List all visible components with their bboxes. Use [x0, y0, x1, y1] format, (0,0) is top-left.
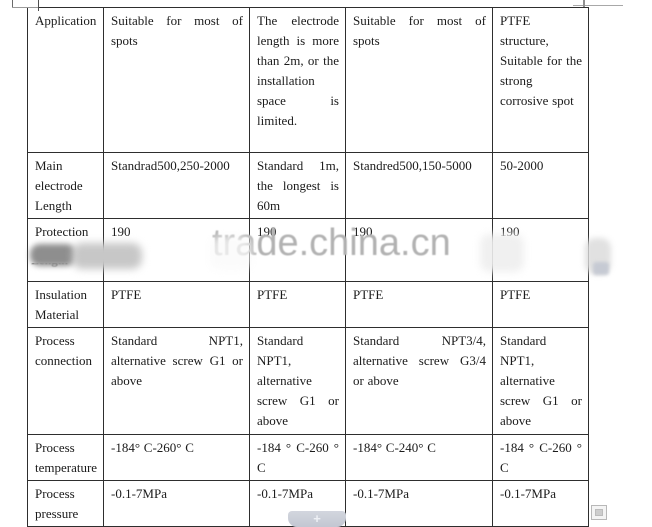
cell-pressure-3: -0.1-7MPa	[345, 480, 493, 527]
table-row-insulation-material: Insulation Material PTFE PTFE PTFE PTFE	[27, 281, 589, 328]
row-label-process-connection: Process connection	[27, 327, 104, 435]
cell-connection-4: Standard NPT1, alternative screw G1 or a…	[492, 327, 589, 435]
cell-pressure-4: -0.1-7MPa	[492, 480, 589, 527]
plus-icon: +	[313, 510, 321, 526]
cell-electrode-length-1: Standrad500,250-2000	[103, 152, 250, 219]
top-left-border-artifact	[38, 0, 39, 11]
cell-connection-2: Standard NPT1, alternative screw G1 or a…	[249, 327, 346, 435]
resize-grip-inner-icon	[595, 509, 603, 516]
cell-electrode-length-3: Standred500,150-5000	[345, 152, 493, 219]
cell-temperature-4: -184 ° C-260 ° C	[492, 434, 589, 481]
cell-application-1: Suitable for most of spots	[103, 7, 250, 153]
blur-patch-mid	[72, 243, 142, 269]
cell-protection-3: 190	[345, 218, 493, 282]
cell-insulation-2: PTFE	[249, 281, 346, 328]
cell-temperature-1: -184° C-260° C	[103, 434, 250, 481]
cell-temperature-2: -184 ° C-260 ° C	[249, 434, 346, 481]
row-label-application: Application	[27, 7, 104, 153]
table-row-process-temperature: Process temperature -184° C-260° C -184 …	[27, 434, 589, 481]
cell-temperature-3: -184° C-240° C	[345, 434, 493, 481]
top-right-border-artifact	[573, 5, 623, 6]
top-left-border-artifact	[12, 0, 13, 8]
cell-insulation-1: PTFE	[103, 281, 250, 328]
cell-connection-1: Standard NPT1, alternative screw G1 or a…	[103, 327, 250, 435]
blur-patch-dark	[30, 244, 76, 266]
row-label-process-temperature: Process temperature	[27, 434, 104, 481]
cell-electrode-length-2: Standard 1m, the longest is 60m	[249, 152, 346, 219]
cell-insulation-4: PTFE	[492, 281, 589, 328]
blur-patch-gray-tick	[593, 262, 609, 275]
resize-grip-icon[interactable]	[591, 505, 607, 520]
cell-insulation-3: PTFE	[345, 281, 493, 328]
blur-patch-light-2	[480, 234, 524, 272]
table-row-application: Application Suitable for most of spots T…	[27, 7, 589, 153]
spec-table: Application Suitable for most of spots T…	[27, 7, 589, 527]
cell-application-3: Suitable for most of spots	[345, 7, 493, 153]
row-label-insulation-material: Insulation Material	[27, 281, 104, 328]
cell-application-4: PTFE structure, Suitable for the strong …	[492, 7, 589, 153]
table-row-electrode-length: Main electrode Length Standrad500,250-20…	[27, 152, 589, 219]
row-label-process-pressure: Process pressure	[27, 480, 104, 527]
top-right-border-artifact	[583, 0, 585, 7]
row-label-electrode-length: Main electrode Length	[27, 152, 104, 219]
top-left-border-artifact	[12, 7, 39, 8]
blur-patch-light-1	[210, 236, 252, 270]
cell-application-2: The electrode length is more than 2m, or…	[249, 7, 346, 153]
expand-button[interactable]: +	[288, 511, 346, 527]
cell-connection-3: Standard NPT3/4, alternative screw G3/4 …	[345, 327, 493, 435]
table-row-process-connection: Process connection Standard NPT1, altern…	[27, 327, 589, 435]
cell-electrode-length-4: 50-2000	[492, 152, 589, 219]
cell-pressure-1: -0.1-7MPa	[103, 480, 250, 527]
